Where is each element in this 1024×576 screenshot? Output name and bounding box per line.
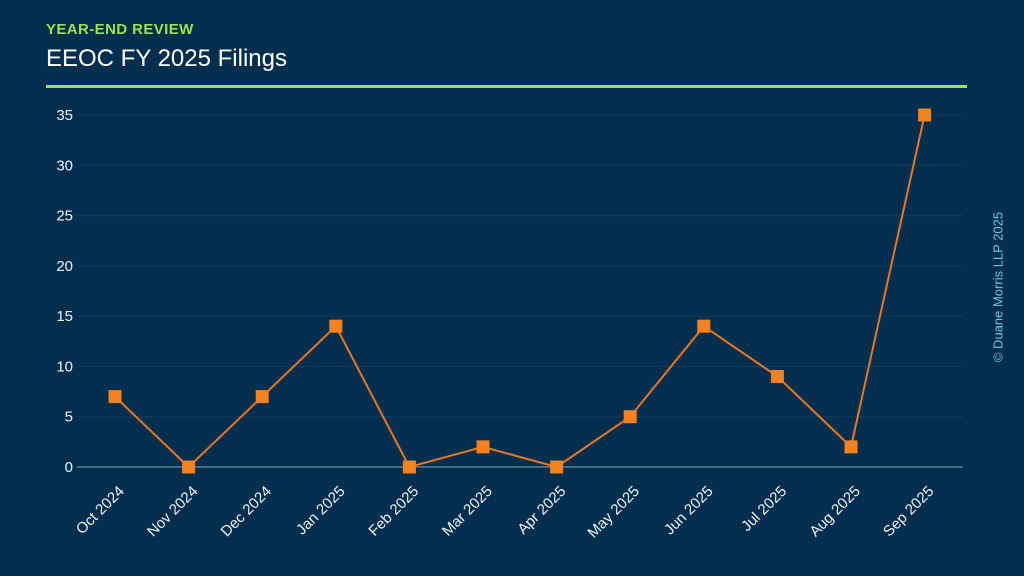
eyebrow-label: YEAR-END REVIEW [46, 21, 194, 38]
y-tick-label: 20 [56, 258, 73, 275]
x-tick-label: Jun 2025 [661, 483, 717, 539]
y-tick-label: 25 [56, 208, 73, 225]
y-tick-label: 0 [65, 459, 73, 476]
data-point-marker [550, 460, 564, 474]
x-tick-label: Nov 2024 [144, 483, 201, 540]
data-point-marker [402, 460, 416, 474]
y-tick-label: 5 [65, 409, 73, 426]
x-tick-label: Jul 2025 [738, 483, 790, 535]
y-tick-label: 35 [56, 107, 73, 124]
x-tick-label: Jan 2025 [293, 483, 349, 539]
title-divider [46, 85, 967, 88]
data-point-marker [770, 369, 784, 383]
x-tick-label: Sep 2025 [880, 483, 937, 540]
y-tick-label: 10 [56, 358, 73, 375]
x-tick-label: Mar 2025 [439, 483, 496, 540]
data-line [114, 114, 926, 469]
y-tick-label: 30 [56, 157, 73, 174]
data-point-marker [182, 460, 196, 474]
x-tick-label: Feb 2025 [365, 483, 422, 540]
x-tick-label: Dec 2024 [218, 483, 275, 540]
x-tick-label: Apr 2025 [514, 483, 569, 538]
x-tick-label: Aug 2025 [806, 483, 863, 540]
x-tick-label: Oct 2024 [73, 483, 128, 538]
x-tick-label: May 2025 [584, 483, 643, 542]
data-point-marker [623, 410, 637, 424]
data-point-marker [255, 390, 269, 404]
data-point-marker [329, 319, 343, 333]
data-point-marker [844, 440, 858, 454]
data-point-marker [476, 440, 490, 454]
data-point-marker [697, 319, 711, 333]
copyright-text: © Duane Morris LLP 2025 [990, 211, 1006, 363]
y-tick-label: 15 [56, 308, 73, 325]
page-title: EEOC FY 2025 Filings [46, 45, 287, 72]
data-point-marker [918, 108, 932, 122]
data-point-marker [108, 390, 122, 404]
